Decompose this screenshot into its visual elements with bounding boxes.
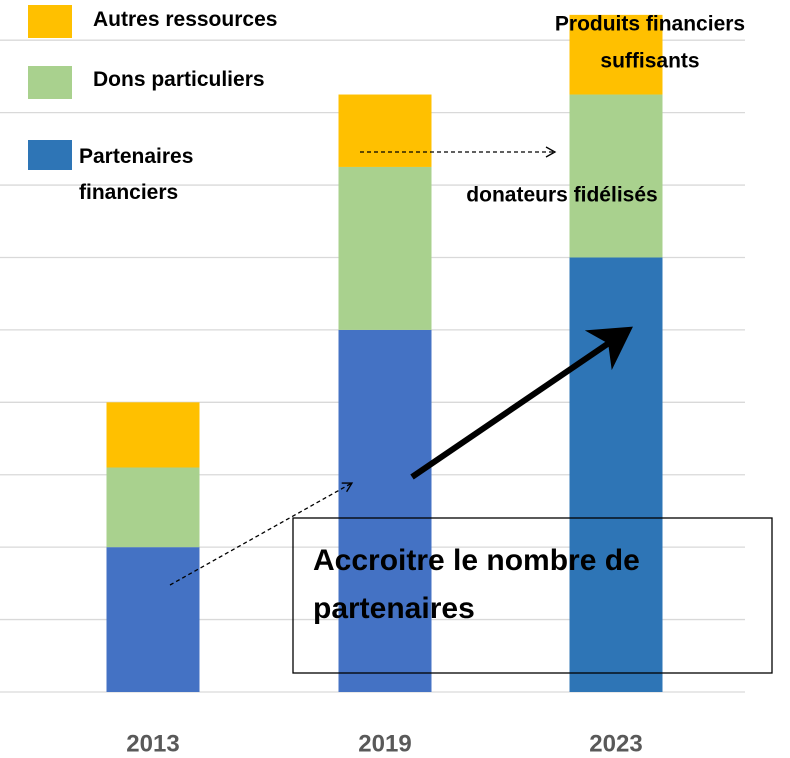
annotation: partenaires	[313, 592, 475, 625]
bar-segment	[106, 547, 200, 692]
annotation-box	[292, 517, 773, 674]
bar-segment	[106, 402, 200, 468]
bar-segment	[338, 329, 432, 692]
annotation: Produits financiers	[555, 13, 745, 36]
bar-segment	[338, 166, 432, 330]
x-tick-label: 2019	[358, 730, 411, 757]
bar-segment	[338, 94, 432, 167]
legend-label: Dons particuliers	[93, 68, 265, 91]
legend-swatch	[28, 66, 72, 99]
annotation: donateurs fidélisés	[466, 184, 657, 207]
bar-segment	[569, 94, 663, 258]
legend-label: Autres ressources	[93, 8, 278, 31]
x-tick-label: 2023	[589, 730, 642, 757]
thick-arrow	[410, 326, 633, 480]
annotation: Accroitre le nombre de	[313, 544, 640, 577]
bar-segment	[106, 467, 200, 548]
annotation: suffisants	[600, 50, 699, 73]
legend-label: Partenaires financiers	[79, 145, 194, 204]
legend-swatch	[28, 5, 72, 38]
bar-segment	[569, 257, 663, 692]
x-tick-label: 2013	[126, 730, 179, 757]
bar-segment	[569, 14, 663, 95]
legend-swatch	[28, 140, 72, 170]
